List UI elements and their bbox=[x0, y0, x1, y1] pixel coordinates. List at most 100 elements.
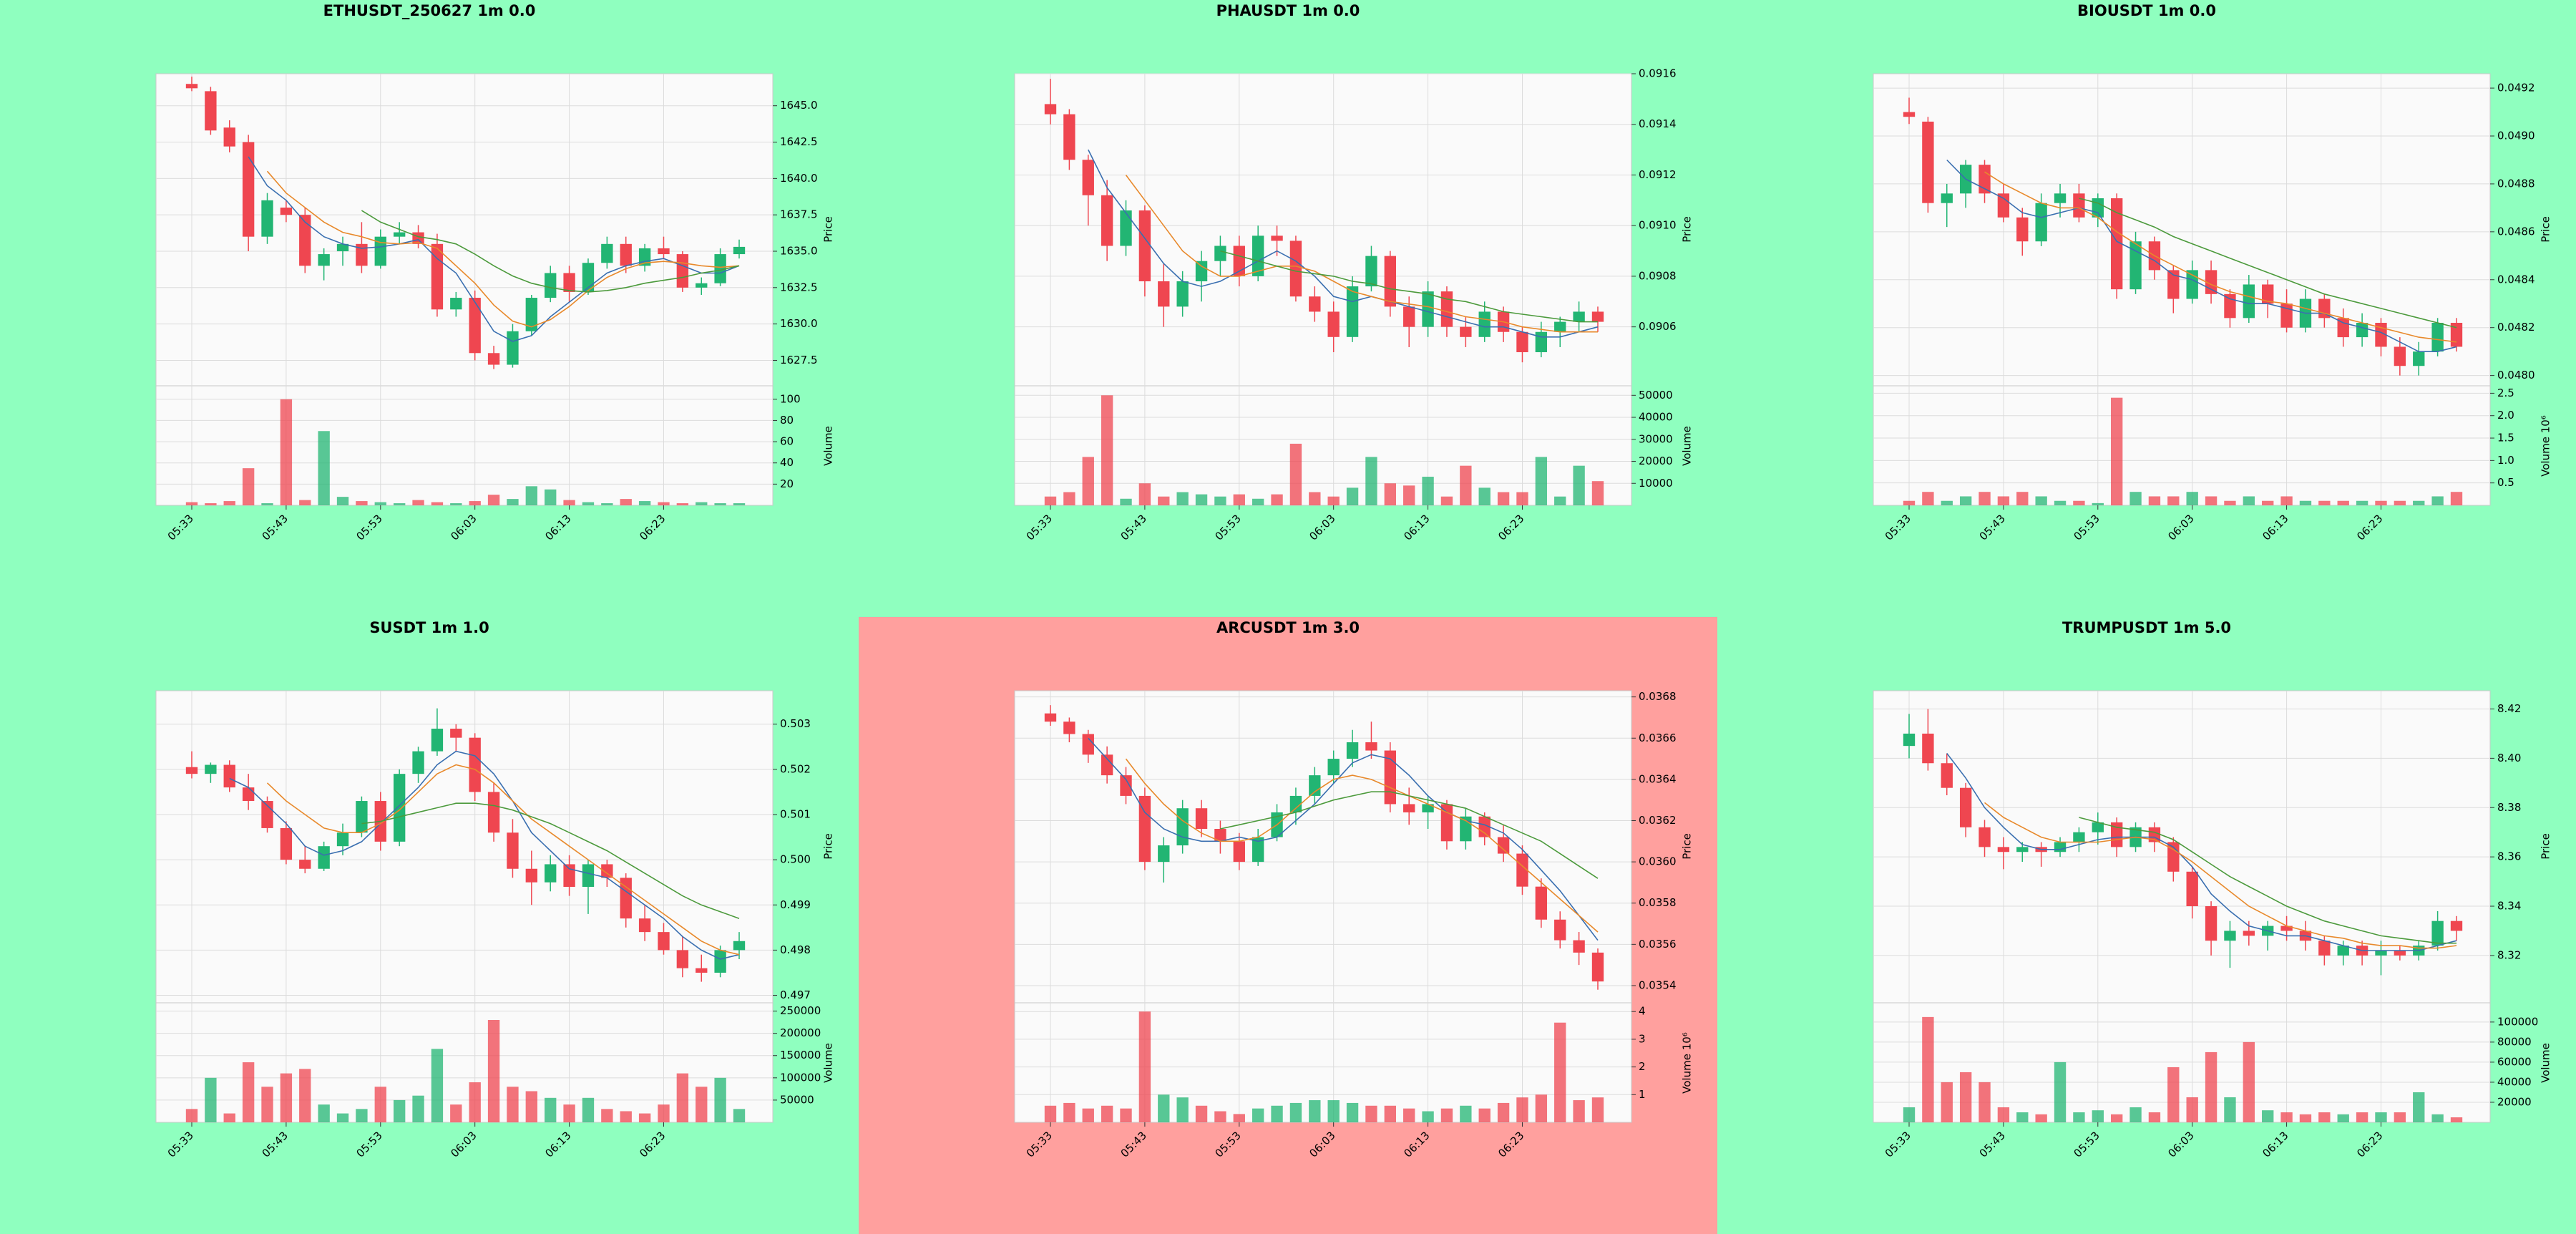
volume-bar bbox=[1233, 494, 1245, 505]
volume-bar bbox=[2413, 1092, 2425, 1122]
volume-bar bbox=[205, 503, 217, 505]
candle-body bbox=[2016, 217, 2029, 242]
candle-body bbox=[1591, 952, 1604, 982]
volume-bar bbox=[1497, 1102, 1510, 1122]
moving-average-line bbox=[1946, 159, 2457, 352]
moving-average-line bbox=[266, 764, 740, 956]
candle-body bbox=[1516, 853, 1528, 887]
volume-tick-label: 2.5 bbox=[2497, 387, 2514, 399]
candle-body bbox=[1573, 311, 1585, 322]
candle-body bbox=[393, 232, 406, 237]
candle-body bbox=[1346, 742, 1359, 759]
volume-bar bbox=[1440, 496, 1453, 505]
candle-body bbox=[1082, 734, 1094, 755]
volume-bar bbox=[1591, 1097, 1604, 1122]
candle-body bbox=[2243, 284, 2255, 319]
volume-bar bbox=[1573, 465, 1585, 505]
candle-body bbox=[1478, 311, 1491, 337]
volume-bar bbox=[336, 1113, 349, 1122]
candle-body bbox=[1138, 795, 1151, 863]
candle-body bbox=[1158, 281, 1170, 307]
volume-bar bbox=[374, 502, 386, 505]
y-tick-label: 1627.5 bbox=[780, 354, 818, 366]
volume-bar bbox=[1365, 457, 1377, 505]
volume-tick-label: 20000 bbox=[1639, 455, 1673, 467]
y-tick-label: 0.0912 bbox=[1639, 168, 1677, 181]
volume-bar bbox=[2035, 1114, 2047, 1122]
candle-body bbox=[1997, 193, 2010, 218]
y-tick-label: 0.503 bbox=[780, 717, 811, 730]
candle-body bbox=[2318, 941, 2331, 956]
candle-body bbox=[242, 787, 255, 802]
volume-bar bbox=[393, 1099, 406, 1122]
candle-body bbox=[1101, 754, 1113, 776]
volume-tick-label: 20 bbox=[780, 477, 794, 490]
volume-bar bbox=[2394, 500, 2406, 505]
candle-body bbox=[1195, 261, 1208, 281]
chart-panel: TRUMPUSDT 1m 5.0 8.32 8.34 8.36 8.38 8.40 8.42… bbox=[1717, 617, 2576, 1234]
volume-bar bbox=[601, 1109, 613, 1122]
candle-body bbox=[1289, 241, 1302, 297]
volume-bar bbox=[1120, 498, 1132, 505]
volume-bar bbox=[733, 1109, 746, 1122]
candle-body bbox=[658, 248, 670, 255]
volume-bar bbox=[1941, 1082, 1953, 1122]
candle-body bbox=[1422, 804, 1434, 812]
candle-body bbox=[658, 932, 670, 951]
volume-bar bbox=[1346, 487, 1359, 505]
volume-bar bbox=[2148, 1112, 2161, 1122]
volume-bar bbox=[1289, 443, 1302, 505]
volume-bar bbox=[733, 503, 746, 505]
volume-bar bbox=[1082, 457, 1094, 505]
candle-body bbox=[507, 331, 519, 365]
volume-bar bbox=[242, 468, 255, 505]
volume-bar bbox=[1979, 492, 1991, 505]
candle-body bbox=[336, 832, 349, 847]
candle-body bbox=[601, 243, 613, 263]
volume-bar bbox=[318, 431, 330, 505]
volume-bar bbox=[1101, 395, 1113, 505]
volume-bar bbox=[280, 1073, 293, 1122]
volume-bar bbox=[2110, 1114, 2123, 1122]
volume-bar bbox=[374, 1087, 386, 1122]
candle-body bbox=[525, 868, 538, 883]
candle-body bbox=[469, 737, 481, 792]
volume-bar bbox=[261, 503, 273, 505]
volume-bar bbox=[2337, 500, 2349, 505]
volume-bar bbox=[620, 1111, 632, 1122]
volume-tick-label: 50000 bbox=[780, 1093, 814, 1106]
candle-body bbox=[299, 215, 311, 266]
volume-bar bbox=[2016, 492, 2029, 505]
volume-tick-label: 50000 bbox=[1639, 389, 1673, 402]
volume-bar bbox=[2299, 1114, 2312, 1122]
volume-bar bbox=[1101, 1105, 1113, 1122]
volume-tick-label: 40000 bbox=[1639, 411, 1673, 424]
candle-body bbox=[1044, 104, 1057, 115]
volume-tick-label: 100 bbox=[780, 392, 801, 405]
candle-body bbox=[2186, 270, 2198, 299]
volume-bar bbox=[1554, 1022, 1566, 1122]
volume-bar bbox=[2375, 1112, 2387, 1122]
y-tick-label: 8.40 bbox=[2497, 752, 2521, 764]
candle-body bbox=[1309, 296, 1321, 312]
candle-body bbox=[2450, 920, 2463, 931]
volume-bar bbox=[1997, 1107, 2010, 1122]
volume-bar bbox=[336, 497, 349, 505]
volume-bar bbox=[2450, 1117, 2463, 1122]
volume-bar bbox=[2205, 496, 2218, 505]
candle-body bbox=[1497, 837, 1510, 854]
y-tick-label: 0.0490 bbox=[2497, 130, 2535, 142]
volume-bar bbox=[1233, 1114, 1245, 1122]
candle-body bbox=[545, 273, 557, 298]
plot-area bbox=[155, 73, 774, 506]
y-tick-label: 0.501 bbox=[780, 807, 811, 820]
candle-body bbox=[2280, 926, 2293, 931]
volume-bar bbox=[2167, 1067, 2180, 1122]
candle-body bbox=[696, 283, 708, 288]
chart-title: PHAUSDT 1m 0.0 bbox=[1216, 2, 1360, 19]
candle-body bbox=[2073, 832, 2085, 842]
candle-body bbox=[336, 243, 349, 251]
plot-area bbox=[1873, 73, 2491, 506]
volume-bar bbox=[714, 503, 726, 505]
